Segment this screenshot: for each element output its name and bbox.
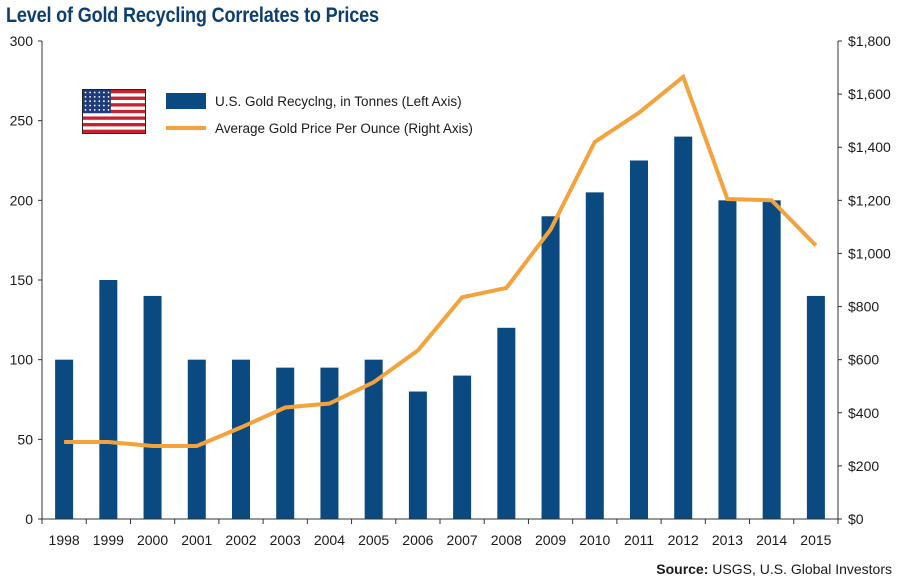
bar-1999 <box>99 280 118 519</box>
right-tick-label: $1,000 <box>848 245 891 261</box>
x-tick-label: 2001 <box>181 532 212 548</box>
bar-2011 <box>630 160 648 519</box>
bar-2005 <box>364 359 383 519</box>
left-tick-label: 0 <box>25 511 33 527</box>
left-tick-label: 200 <box>10 192 34 208</box>
x-tick-label: 2015 <box>800 532 831 548</box>
us-flag-icon <box>82 89 146 134</box>
left-tick-label: 300 <box>10 33 34 49</box>
right-tick-label: $1,200 <box>848 192 891 208</box>
bar-2004 <box>320 367 339 519</box>
bar-2000 <box>143 295 162 519</box>
x-tick-label: 2014 <box>756 532 787 548</box>
bar-2009 <box>541 216 560 519</box>
bar-2012 <box>674 136 693 519</box>
x-tick-label: 2013 <box>712 532 743 548</box>
bar-2002 <box>232 359 250 519</box>
bar-2010 <box>585 192 604 519</box>
right-tick-label: $600 <box>848 352 879 368</box>
bar-2007 <box>453 375 472 519</box>
left-tick-label: 50 <box>17 431 33 447</box>
bar-2003 <box>276 367 295 519</box>
right-tick-label: $400 <box>848 405 879 421</box>
x-tick-label: 2008 <box>491 532 522 548</box>
bar-2014 <box>762 200 781 520</box>
bar-1998 <box>55 359 74 519</box>
right-tick-label: $1,400 <box>848 139 891 155</box>
x-tick-label: 2012 <box>668 532 699 548</box>
x-tick-label: 1999 <box>93 532 124 548</box>
bar-2013 <box>718 200 737 520</box>
x-tick-label: 2010 <box>579 532 610 548</box>
source-label: Source: <box>656 561 709 577</box>
bar-2006 <box>408 391 427 519</box>
bar-2008 <box>497 327 516 519</box>
source-note: Source: USGS, U.S. Global Investors <box>656 561 892 577</box>
bar-2015 <box>806 295 825 519</box>
right-tick-label: $800 <box>848 299 879 315</box>
x-tick-label: 2007 <box>447 532 478 548</box>
left-tick-label: 250 <box>10 113 34 129</box>
x-tick-label: 1998 <box>49 532 80 548</box>
x-tick-label: 2002 <box>225 532 256 548</box>
x-tick-label: 2009 <box>535 532 566 548</box>
right-tick-label: $1,600 <box>848 86 891 102</box>
x-tick-label: 2005 <box>358 532 389 548</box>
bar-2001 <box>187 359 206 519</box>
right-tick-label: $0 <box>848 511 864 527</box>
left-tick-label: 150 <box>10 272 34 288</box>
x-tick-label: 2000 <box>137 532 168 548</box>
right-tick-label: $1,800 <box>848 33 891 49</box>
legend-line-label: Average Gold Price Per Ounce (Right Axis… <box>215 121 473 136</box>
legend-bar-swatch <box>166 93 206 109</box>
gold-price-line <box>64 73 818 448</box>
x-tick-label: 2004 <box>314 532 345 548</box>
chart-title: Level of Gold Recycling Correlates to Pr… <box>6 4 379 27</box>
right-tick-label: $200 <box>848 458 879 474</box>
x-tick-label: 2006 <box>402 532 433 548</box>
left-tick-label: 100 <box>10 352 34 368</box>
x-tick-label: 2011 <box>624 532 654 548</box>
legend-bar-label: U.S. Gold Recyclng, in Tonnes (Left Axis… <box>215 94 462 109</box>
source-text: USGS, U.S. Global Investors <box>712 561 892 577</box>
x-tick-label: 2003 <box>270 532 301 548</box>
